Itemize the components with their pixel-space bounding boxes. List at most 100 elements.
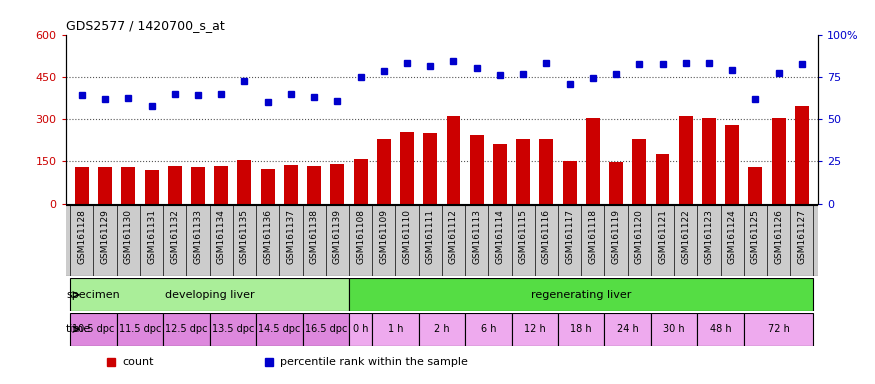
- Text: GSM161124: GSM161124: [728, 209, 737, 264]
- Bar: [70, 313, 116, 346]
- Text: 10.5 dpc: 10.5 dpc: [73, 324, 115, 334]
- Text: GSM161111: GSM161111: [426, 209, 435, 264]
- Text: GSM161134: GSM161134: [217, 209, 226, 264]
- Text: GDS2577 / 1420700_s_at: GDS2577 / 1420700_s_at: [66, 19, 224, 32]
- Bar: [651, 313, 697, 346]
- Bar: [418, 313, 466, 346]
- Bar: [349, 278, 814, 311]
- Text: 18 h: 18 h: [570, 324, 592, 334]
- Bar: [331, 164, 345, 204]
- Bar: [214, 166, 228, 204]
- Text: GSM161114: GSM161114: [495, 209, 505, 264]
- Bar: [512, 313, 558, 346]
- Text: time: time: [66, 324, 91, 334]
- Text: GSM161112: GSM161112: [449, 209, 458, 264]
- Bar: [98, 167, 112, 204]
- Bar: [307, 166, 321, 204]
- Bar: [424, 133, 438, 204]
- Bar: [400, 132, 414, 204]
- Text: GSM161136: GSM161136: [263, 209, 272, 264]
- Bar: [539, 139, 553, 204]
- Text: GSM161110: GSM161110: [402, 209, 411, 264]
- Text: 12.5 dpc: 12.5 dpc: [165, 324, 207, 334]
- Bar: [516, 139, 530, 204]
- Text: GSM161108: GSM161108: [356, 209, 365, 264]
- Text: GSM161116: GSM161116: [542, 209, 551, 264]
- Bar: [70, 278, 349, 311]
- Text: GSM161109: GSM161109: [379, 209, 388, 264]
- Text: 13.5 dpc: 13.5 dpc: [212, 324, 254, 334]
- Text: 11.5 dpc: 11.5 dpc: [119, 324, 161, 334]
- Text: regenerating liver: regenerating liver: [531, 290, 632, 300]
- Text: GSM161126: GSM161126: [774, 209, 783, 264]
- Text: count: count: [123, 357, 154, 367]
- Text: GSM161130: GSM161130: [124, 209, 133, 264]
- Bar: [748, 167, 762, 204]
- Text: 24 h: 24 h: [617, 324, 639, 334]
- Bar: [772, 118, 786, 204]
- Text: GSM161118: GSM161118: [588, 209, 598, 264]
- Text: 14.5 dpc: 14.5 dpc: [258, 324, 300, 334]
- Text: GSM161137: GSM161137: [286, 209, 296, 264]
- Bar: [633, 139, 647, 204]
- Text: GSM161117: GSM161117: [565, 209, 574, 264]
- Bar: [237, 160, 251, 204]
- Bar: [697, 313, 744, 346]
- Text: 48 h: 48 h: [710, 324, 731, 334]
- Text: GSM161128: GSM161128: [77, 209, 87, 264]
- Text: 30 h: 30 h: [663, 324, 685, 334]
- Text: GSM161122: GSM161122: [682, 209, 690, 264]
- Bar: [116, 313, 163, 346]
- Bar: [75, 167, 89, 204]
- Text: 2 h: 2 h: [434, 324, 450, 334]
- Bar: [558, 313, 605, 346]
- Bar: [493, 144, 507, 204]
- Text: GSM161133: GSM161133: [193, 209, 202, 264]
- Text: 12 h: 12 h: [524, 324, 546, 334]
- Bar: [168, 166, 182, 204]
- Bar: [466, 313, 512, 346]
- Text: GSM161119: GSM161119: [612, 209, 620, 264]
- Text: GSM161125: GSM161125: [751, 209, 760, 264]
- Text: GSM161120: GSM161120: [634, 209, 644, 264]
- Text: specimen: specimen: [66, 290, 120, 300]
- Bar: [679, 116, 693, 204]
- Bar: [655, 154, 669, 204]
- Bar: [349, 313, 372, 346]
- Bar: [563, 161, 577, 204]
- Bar: [191, 167, 205, 204]
- Bar: [609, 162, 623, 204]
- Bar: [122, 167, 136, 204]
- Text: GSM161121: GSM161121: [658, 209, 667, 264]
- Bar: [372, 313, 418, 346]
- Bar: [446, 116, 460, 204]
- Text: GSM161115: GSM161115: [519, 209, 528, 264]
- Bar: [256, 313, 303, 346]
- Bar: [725, 125, 739, 204]
- Text: 16.5 dpc: 16.5 dpc: [304, 324, 347, 334]
- Bar: [702, 118, 716, 204]
- Text: GSM161113: GSM161113: [473, 209, 481, 264]
- Text: GSM161139: GSM161139: [332, 209, 342, 264]
- Bar: [284, 165, 298, 204]
- Bar: [744, 313, 814, 346]
- Text: GSM161135: GSM161135: [240, 209, 249, 264]
- Bar: [605, 313, 651, 346]
- Text: 0 h: 0 h: [353, 324, 368, 334]
- Bar: [354, 159, 367, 204]
- Bar: [144, 170, 158, 204]
- Text: GSM161132: GSM161132: [171, 209, 179, 264]
- Bar: [210, 313, 256, 346]
- Bar: [163, 313, 210, 346]
- Text: 72 h: 72 h: [767, 324, 789, 334]
- Text: 1 h: 1 h: [388, 324, 403, 334]
- Text: percentile rank within the sample: percentile rank within the sample: [280, 357, 468, 367]
- Bar: [377, 139, 391, 204]
- Text: GSM161138: GSM161138: [310, 209, 318, 264]
- Text: GSM161131: GSM161131: [147, 209, 156, 264]
- Bar: [586, 118, 599, 204]
- Text: developing liver: developing liver: [164, 290, 255, 300]
- Bar: [261, 169, 275, 204]
- Bar: [303, 313, 349, 346]
- Text: GSM161127: GSM161127: [797, 209, 807, 264]
